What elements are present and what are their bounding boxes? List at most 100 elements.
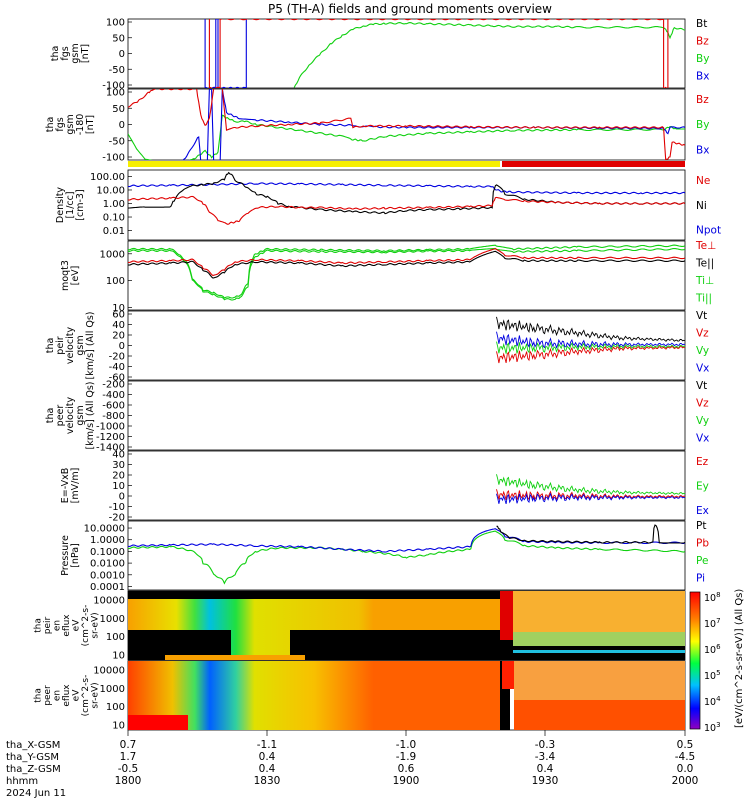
y-tick-label: 10000	[93, 596, 125, 607]
panel-fgs: 100 50 0 -50 -100 thafgsgsm[nT] Bt Bz By Bx	[50, 18, 709, 92]
series-By	[293, 22, 685, 88]
y-axis-label: thapeervelocitygsm[km/s] (All Qs)	[45, 382, 96, 450]
y-tick-label: 1000	[100, 684, 125, 695]
y-tick-label: -200	[102, 380, 125, 391]
y-tick-label: 0	[119, 341, 125, 352]
y-tick-label: 1000	[100, 614, 125, 625]
series-Bz	[208, 19, 669, 88]
y-tick-label: -1400	[96, 443, 125, 454]
legend-Vy: Vy	[696, 345, 709, 357]
time-axis-labels: tha_X-GSM 0.7 -1.1 -1.0 -0.3 0.5 tha_Y-GSM 1.7 0…	[6, 730, 698, 799]
y-tick-label: -1000	[96, 422, 125, 433]
y-tick-label: 1.00	[103, 199, 125, 210]
time-axis-value: 0.0	[677, 763, 694, 775]
time-axis-value: 1830	[254, 775, 281, 787]
y-tick-label: 0.10	[103, 213, 125, 224]
y-tick-label: 10	[112, 651, 125, 662]
time-axis-value: 0.4	[259, 763, 276, 775]
legend-Vx: Vx	[696, 432, 709, 444]
series-Pe	[128, 530, 685, 585]
panel-temperature: 1000 100 10 moqt3[eV] Te⊥ Te|| Ti⊥ Ti||	[60, 240, 716, 314]
y-tick-label: -20	[109, 513, 125, 524]
y-tick-label: 100.00	[90, 172, 125, 183]
series-Vz	[496, 345, 685, 364]
y-axis-label: thafgsgsm-180[nT]	[45, 114, 96, 136]
legend-Bz: Bz	[696, 94, 709, 106]
panel-frame	[127, 240, 686, 311]
y-tick-label: 0	[119, 492, 125, 503]
y-tick-label: 60	[112, 310, 125, 321]
series-Ey	[496, 474, 685, 495]
panel-frame	[127, 380, 686, 451]
y-tick-label: 0.0010	[90, 570, 125, 581]
y-tick-label: 0.01	[103, 226, 125, 237]
legend-By: By	[696, 119, 709, 131]
time-axis-value: -4.5	[675, 751, 696, 763]
y-axis-label: Pressure[nPa]	[60, 535, 81, 576]
legend-Vx: Vx	[696, 362, 709, 374]
series-Vt	[496, 316, 685, 342]
y-tick-label: -800	[102, 411, 125, 422]
y-tick-label: 100	[106, 276, 125, 287]
colorbar-tick-label: 104	[704, 695, 721, 708]
legend-Vz: Vz	[696, 397, 709, 409]
y-tick-label: -40	[109, 362, 125, 373]
panel-density: 100.00 10.00 1.00 0.10 0.01 Density[1/cc][cm-…	[55, 169, 721, 241]
legend-By: By	[696, 53, 709, 65]
series-Bz	[128, 89, 685, 160]
time-axis-value: -1.1	[257, 739, 278, 751]
legend-Ne: Ne	[696, 175, 710, 187]
series-Vx	[496, 331, 685, 349]
y-tick-label: -400	[102, 390, 125, 401]
legend-Bx: Bx	[696, 70, 709, 82]
y-axis-label: thafgsgsm[nT]	[50, 43, 91, 63]
time-axis-value: -1.0	[396, 739, 417, 751]
legend-Te: Te⊥	[695, 240, 716, 252]
y-tick-label: -600	[102, 401, 125, 412]
y-tick-label: 10.0000	[84, 524, 125, 535]
y-tick-label: 50	[112, 33, 125, 44]
series-Ez	[496, 489, 685, 501]
panel-frame	[127, 450, 686, 521]
y-axis-label: Density[1/cc][cm-3]	[55, 187, 86, 223]
time-axis-row-label: tha_Y-GSM	[6, 752, 59, 763]
y-tick-label: -50	[109, 136, 125, 147]
y-tick-label: -50	[109, 65, 125, 76]
colorbar-tick-label: 107	[704, 617, 721, 630]
time-axis-row-label: tha_X-GSM	[6, 740, 60, 751]
legend-Vy: Vy	[696, 415, 709, 427]
series-Npot	[128, 182, 685, 195]
colorbar: 108 107 106 105 104 103 [eV/(cm^2-s-sr-eV)] (…	[689, 589, 745, 734]
y-tick-label: 10.00	[96, 185, 125, 196]
y-tick-label: 100	[106, 702, 125, 713]
series-Ti	[128, 247, 685, 301]
legend-Bz: Bz	[696, 35, 709, 47]
legend-Pt: Pt	[696, 520, 706, 532]
legend-Npot: Npot	[696, 225, 721, 237]
y-tick-label: -60	[109, 373, 125, 384]
time-axis-value: 0.4	[259, 751, 276, 763]
legend-Ey: Ey	[696, 480, 709, 492]
y-tick-label: 0	[119, 120, 125, 131]
y-tick-label: 0	[119, 49, 125, 60]
time-axis-row-label: tha_Z-GSM	[6, 764, 61, 775]
y-tick-label: 1.0000	[90, 535, 125, 546]
legend-Vt: Vt	[696, 380, 707, 392]
y-tick-label: -100	[102, 81, 125, 92]
time-axis-value: -0.5	[118, 763, 139, 775]
spectrogram-electron	[128, 661, 685, 730]
legend-Pi: Pi	[696, 572, 705, 584]
y-tick-label: 10	[112, 303, 125, 314]
y-axis-label: E=-VxB[mV/m]	[60, 468, 81, 504]
series-Te	[128, 248, 685, 276]
y-tick-label: 0.0100	[90, 559, 125, 570]
time-axis-value: 2000	[672, 775, 699, 787]
series-Ex	[496, 492, 685, 505]
y-tick-label: -1200	[96, 432, 125, 443]
time-axis-value: 0.6	[398, 763, 415, 775]
y-tick-label: 50	[112, 104, 125, 115]
time-axis-value: 0.5	[677, 739, 694, 751]
